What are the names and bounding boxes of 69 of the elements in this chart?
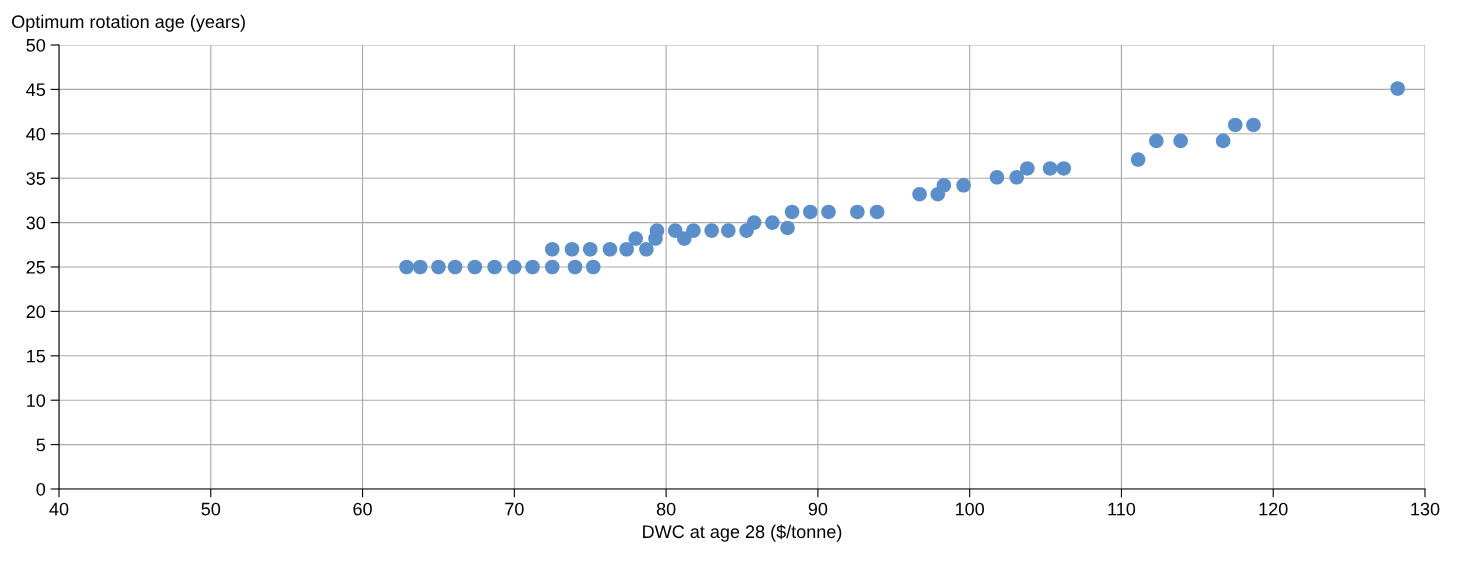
y-tick-label: 45	[26, 83, 46, 97]
point	[639, 241, 654, 257]
point	[564, 241, 580, 257]
y-tick-label: 25	[26, 260, 46, 274]
point	[602, 241, 618, 257]
point	[869, 204, 885, 220]
point	[912, 186, 927, 202]
point	[803, 204, 818, 220]
y-tick-label: 35	[26, 172, 46, 185]
point	[1149, 133, 1164, 149]
point	[1246, 117, 1261, 133]
point	[721, 223, 736, 238]
y-tick-label: 20	[26, 305, 46, 319]
point	[989, 170, 1005, 185]
point	[1227, 117, 1243, 133]
x-tick-label: 130	[1411, 502, 1440, 516]
point	[544, 259, 560, 275]
y-tick-label: 40	[26, 127, 46, 141]
y-tick-label: 5	[36, 438, 46, 452]
point	[821, 204, 836, 220]
y-tick-label: 0	[36, 482, 46, 496]
point	[784, 204, 800, 220]
point	[567, 259, 583, 275]
point	[399, 259, 414, 275]
point	[1390, 81, 1405, 96]
point	[956, 178, 971, 193]
point	[544, 241, 560, 257]
point	[686, 223, 701, 238]
x-tick-label: 120	[1259, 502, 1288, 516]
x-tick-label: 40	[49, 502, 69, 516]
x-tick-label: 60	[353, 502, 372, 516]
point	[628, 231, 644, 246]
y-tick-label: 15	[27, 349, 46, 363]
point	[619, 241, 634, 257]
y-tick-label: 10	[27, 394, 46, 407]
point	[487, 259, 502, 275]
point	[780, 220, 795, 236]
point	[667, 223, 683, 238]
y-tick-label: 50	[26, 38, 46, 52]
point	[412, 259, 428, 275]
x-tick-label: 110	[1108, 502, 1136, 516]
x-tick-label: 80	[656, 502, 676, 516]
point	[1056, 161, 1072, 176]
point	[582, 241, 598, 257]
point	[936, 178, 952, 193]
point	[704, 223, 719, 238]
y-axis-title: Optimum rotation age (years)	[12, 14, 245, 32]
x-tick-label: 50	[201, 502, 221, 516]
x-tick-label: 100	[955, 502, 985, 516]
point	[507, 259, 522, 275]
point	[447, 259, 463, 275]
x-axis-title: DWC at age 28 ($/tonne)	[643, 524, 842, 542]
point	[649, 223, 665, 238]
x-tick-label: 90	[808, 502, 828, 516]
y-tick-label: 30	[26, 216, 46, 230]
point	[765, 215, 780, 230]
point	[525, 259, 540, 275]
point	[585, 259, 601, 275]
point	[1130, 152, 1146, 167]
point	[850, 204, 865, 220]
point	[1215, 133, 1231, 149]
point	[467, 259, 483, 275]
point	[746, 215, 762, 230]
point	[1042, 161, 1058, 176]
point	[1009, 170, 1024, 185]
x-tick-label: 70	[505, 502, 524, 516]
point	[1020, 161, 1035, 176]
point	[1173, 133, 1188, 149]
point	[431, 259, 446, 275]
